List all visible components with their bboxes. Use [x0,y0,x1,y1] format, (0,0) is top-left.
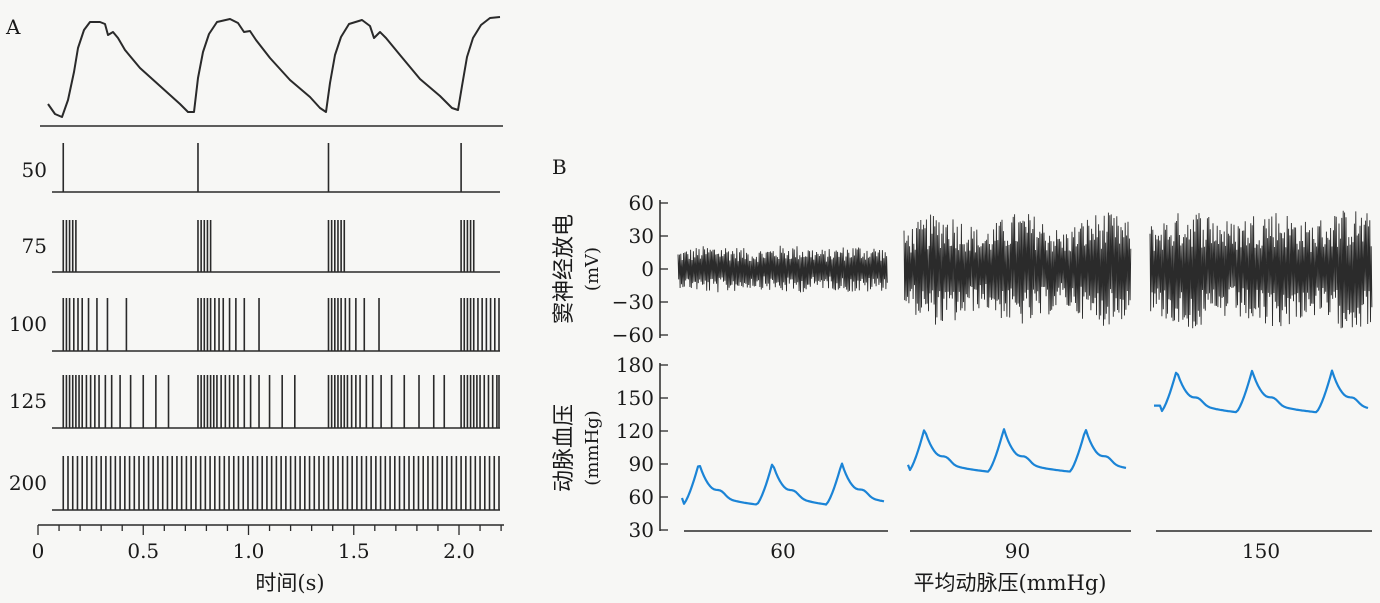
spike-row-75: 75 [22,220,500,273]
panel-a-label: A [5,15,21,39]
nerve-y-axis: 60 30 0 −30 −60 窦神经放电 (mV) [552,191,668,347]
y-tick-label: 180 [616,353,654,377]
y-tick-label: −60 [612,323,654,347]
group-label: 90 [1005,539,1030,563]
panel-b: 60 30 0 −30 −60 窦神经放电 (mV) 180 150 120 90 60 30 动脉血压(… [552,191,1373,595]
y-tick-label: −30 [612,290,654,314]
x-tick-label: 2.0 [443,539,475,563]
y-tick-label: 0 [641,257,654,281]
pressure-y-axis: 180 150 120 90 60 30 动脉血压 (mmHg) [552,353,668,542]
x-axis-title: 时间(s) [255,571,324,595]
group-label: 60 [770,539,795,563]
spike-row-100: 100 [9,298,500,352]
y-tick-label: 30 [629,518,654,542]
x-tick-label: 0.5 [127,539,159,563]
group-150: 150 [1149,210,1373,563]
x-tick-label: 1.0 [233,539,265,563]
group-label: 150 [1242,539,1280,563]
pressure-y-title: 动脉血压 [552,404,577,492]
y-tick-label: 30 [629,224,654,248]
y-tick-label: 120 [616,419,654,443]
nerve-discharge-trace [1149,210,1373,329]
pressure-trace-60 [680,462,885,506]
panel-b-label: B [552,155,567,179]
pressure-y-unit: (mmHg) [582,410,603,485]
row-label: 75 [22,234,47,258]
group-90: 90 [903,212,1132,563]
nerve-discharge-trace [903,212,1132,326]
row-label: 125 [9,389,47,413]
panel-b-x-title: 平均动脉压(mmHg) [914,571,1107,595]
x-tick-label: 0 [32,539,45,563]
nerve-discharge-trace [677,245,888,293]
y-tick-label: 60 [629,191,654,215]
nerve-y-unit: (mV) [582,247,603,291]
group-60: 60 [677,245,888,563]
spike-row-50: 50 [22,143,500,193]
panel-a: 50 75 100 125 200 0 0.5 1.0 1.5 2.0 时间(s) [9,16,504,595]
x-tick-label: 1.5 [338,539,370,563]
y-tick-label: 60 [629,485,654,509]
y-tick-label: 90 [629,452,654,476]
row-label: 50 [22,158,47,182]
panel-a-x-axis: 0 0.5 1.0 1.5 2.0 时间(s) [32,524,504,595]
pressure-trace-90 [906,428,1127,473]
row-label: 200 [9,471,47,495]
pressure-waveform [47,16,501,118]
nerve-y-title: 窦神经放电 [552,214,577,324]
y-tick-label: 150 [616,386,654,410]
spike-row-125: 125 [9,375,500,429]
row-label: 100 [9,312,47,336]
pressure-trace-150 [1154,369,1369,414]
spike-row-200: 200 [9,456,500,511]
